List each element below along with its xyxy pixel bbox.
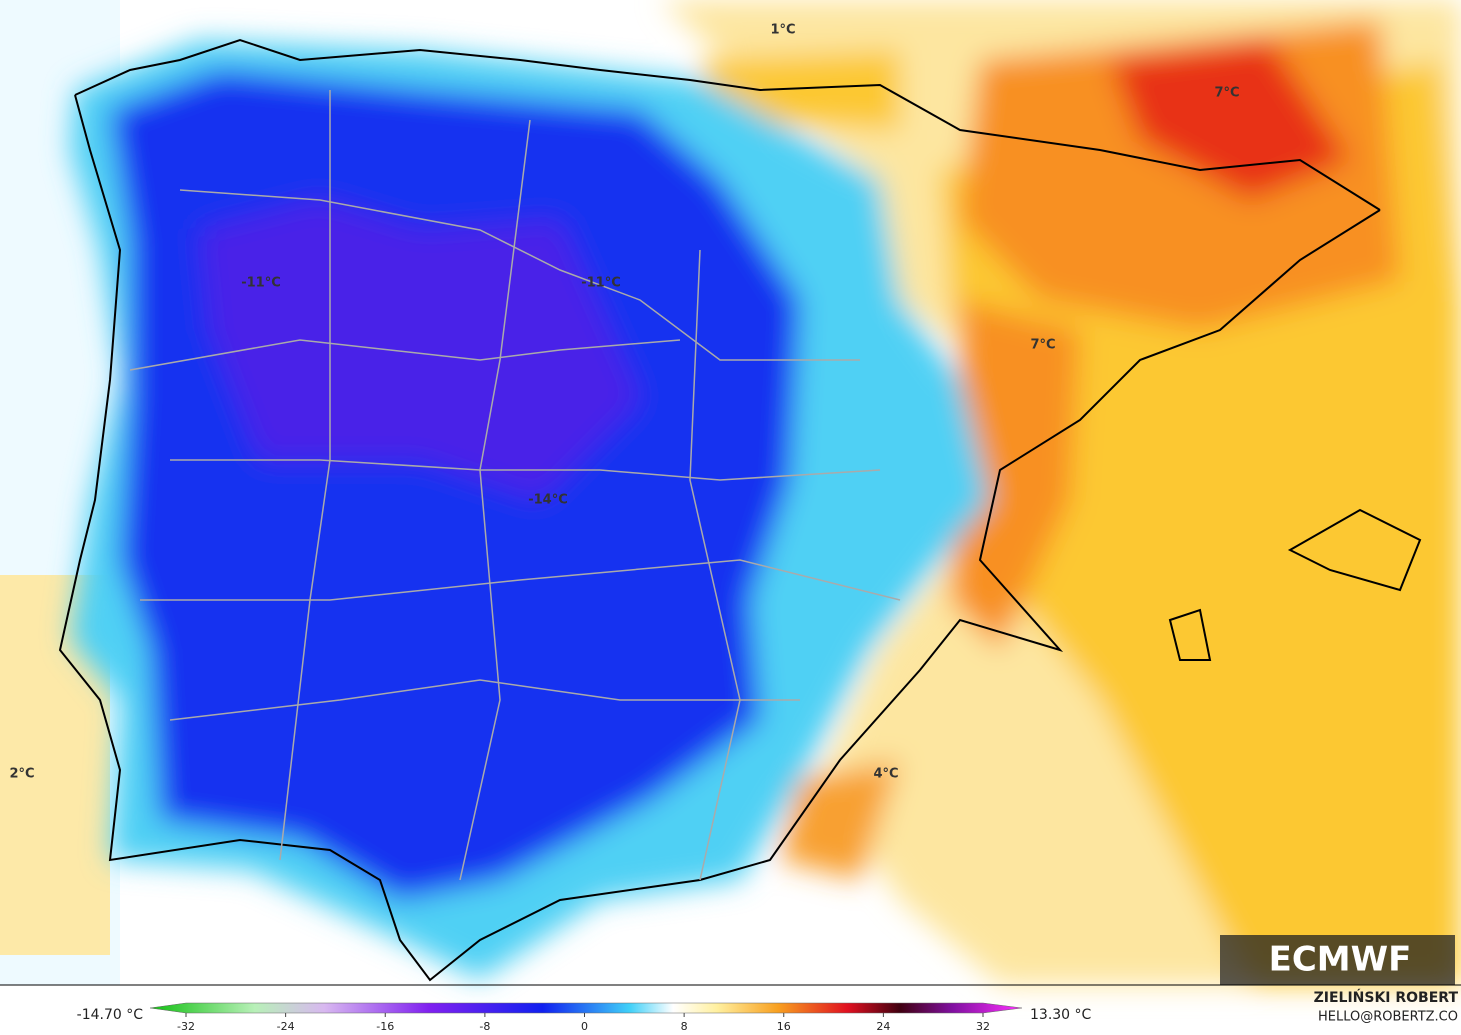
colorbar-tick-label: 0 (581, 1020, 588, 1033)
temperature-label: -14°C (528, 493, 568, 508)
border (279, 90, 331, 861)
temperature-label: 4°C (873, 767, 898, 782)
border (170, 459, 881, 481)
max-label: 13.30 °C (1030, 1007, 1092, 1023)
colorbar-tick-label: -16 (376, 1020, 394, 1033)
min-label: -14.70 °C (77, 1007, 144, 1023)
temperature-label: -11°C (241, 276, 281, 291)
map: 1°C 7°C -11°C -11°C 7°C -14°C 2°C 4°C ECMWF (0, 0, 1461, 985)
temperature-label: 1°C (770, 23, 795, 38)
north-coast (74, 38, 1381, 211)
ibiza (1168, 608, 1212, 661)
author: ZIELIŃSKI ROBERT (1314, 988, 1459, 1006)
mallorca (1287, 508, 1422, 592)
coastlines (58, 38, 1422, 982)
border (689, 249, 741, 881)
colorbar-tick-label: -32 (177, 1020, 195, 1033)
temperature-label: 7°C (1214, 86, 1239, 101)
logo: ECMWF (1269, 940, 1412, 980)
temperature-label: 2°C (9, 767, 34, 782)
border (179, 189, 860, 361)
colorbar-tick-label: 32 (976, 1020, 990, 1033)
coldest-core (200, 200, 640, 500)
temperature-field (70, 0, 1461, 985)
orange-south (780, 760, 900, 880)
border (169, 679, 800, 721)
contact: HELLO@ROBERTZ.CO (1318, 1010, 1458, 1025)
colorbar-ticks: -32 -24 -16 -8 0 8 16 24 32 (177, 1013, 990, 1033)
border (459, 119, 531, 881)
colorbar-tick-label: -8 (479, 1020, 490, 1033)
colorbar-tick-label: -24 (277, 1020, 295, 1033)
colorbar-tick-label: 8 (681, 1020, 688, 1033)
logo-box (1220, 935, 1455, 985)
temperature-labels: 1°C 7°C -11°C -11°C 7°C -14°C 2°C 4°C (9, 23, 1239, 782)
temperature-label: -11°C (581, 276, 621, 291)
border (129, 339, 681, 371)
border (140, 559, 901, 601)
colorbar (149, 1002, 1023, 1014)
colorbar-tick-label: 24 (876, 1020, 890, 1033)
province-borders (129, 90, 901, 881)
colorbar-tick-label: 16 (777, 1020, 791, 1033)
temperature-label: 7°C (1030, 338, 1055, 353)
south-east-coast (58, 94, 1381, 982)
